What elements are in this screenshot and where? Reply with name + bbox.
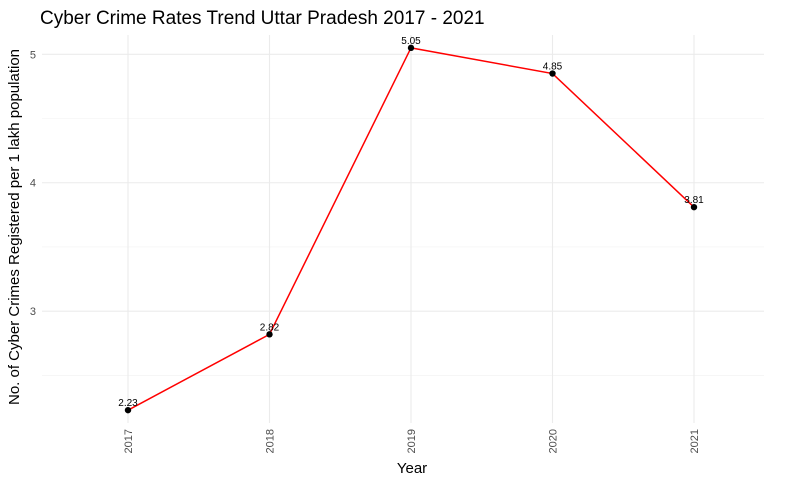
data-label: 4.85 xyxy=(543,62,563,73)
x-tick-label: 2019 xyxy=(406,429,418,453)
x-tick-label: 2021 xyxy=(689,429,701,453)
data-label: 3.81 xyxy=(684,195,704,206)
data-point xyxy=(124,406,132,414)
data-label: 2.23 xyxy=(118,398,138,409)
data-point xyxy=(549,70,556,77)
x-tick-label: 2017 xyxy=(123,429,135,453)
data-point xyxy=(266,331,273,338)
x-tick-label: 2020 xyxy=(548,429,560,453)
x-axis-title: Year xyxy=(397,460,427,477)
y-tick-label: 3 xyxy=(30,306,36,318)
axis-ticks: 3 4 5 2017 2018 2019 2020 2021 xyxy=(30,49,701,453)
data-series xyxy=(124,44,698,414)
y-tick-label: 4 xyxy=(30,178,36,190)
data-label: 5.05 xyxy=(401,36,421,47)
y-tick-label: 5 xyxy=(30,49,36,61)
grid-lines xyxy=(42,35,764,423)
y-axis-title: No. of Cyber Crimes Registered per 1 lak… xyxy=(6,49,23,405)
chart-title: Cyber Crime Rates Trend Uttar Pradesh 20… xyxy=(40,8,485,29)
data-point xyxy=(407,44,415,52)
data-point xyxy=(690,203,698,211)
data-labels: 2.23 2.82 5.05 4.85 3.81 xyxy=(118,36,704,409)
x-tick-label: 2018 xyxy=(265,429,277,453)
data-label: 2.82 xyxy=(260,322,280,333)
